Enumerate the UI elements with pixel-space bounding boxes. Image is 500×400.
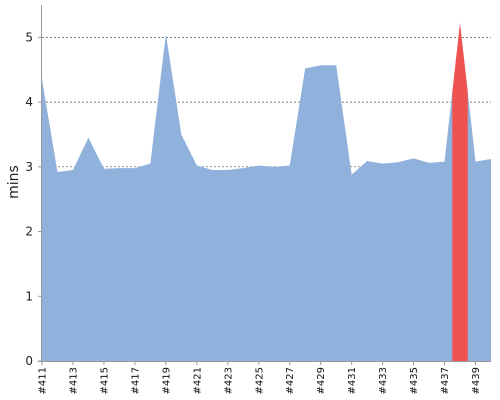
x-tick-label: #417	[130, 367, 141, 394]
x-tick-label: #415	[99, 367, 110, 394]
x-tick-label: #421	[192, 367, 203, 394]
x-tick-label: #429	[316, 367, 327, 394]
x-tick-label: #435	[409, 367, 420, 394]
x-tick-label: #425	[254, 367, 265, 394]
x-tick-label: #431	[347, 367, 358, 394]
x-tick-label: #413	[68, 367, 79, 394]
x-tick-label: #439	[471, 367, 482, 394]
x-tick-label: #423	[223, 367, 234, 394]
y-tick-label: 3	[25, 160, 33, 174]
y-tick-label: 4	[25, 95, 33, 109]
x-tick-label: #427	[285, 367, 296, 394]
area-series	[42, 23, 491, 362]
highlight-slice	[452, 23, 468, 362]
area-layer	[42, 23, 491, 362]
axes	[38, 5, 491, 365]
x-tick-label: #437	[440, 367, 451, 394]
x-tick-label: #411	[38, 367, 49, 394]
highlight-layer	[452, 23, 468, 362]
y-tick-label: 1	[25, 289, 33, 303]
y-tick-labels: 0 1 2 3 4 5	[25, 30, 33, 368]
y-tick-label: 0	[25, 354, 33, 368]
y-tick-label: 5	[25, 30, 33, 44]
y-tick-label: 2	[25, 225, 33, 239]
x-tick-labels: #411 #413 #415 #417 #419 #421 #423 #425 #427 #429…	[38, 367, 483, 394]
x-tick-label: #419	[161, 367, 172, 394]
y-axis-label: mins	[6, 165, 22, 199]
x-tick-label: #433	[378, 367, 389, 394]
